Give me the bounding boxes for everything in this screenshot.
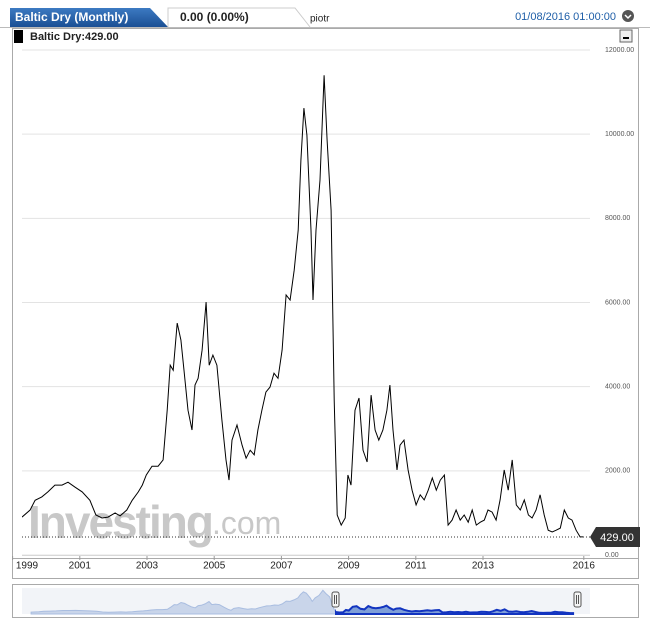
datetime: 01/08/2016 01:00:00 (515, 11, 616, 23)
tab[interactable] (10, 8, 168, 27)
x-tick-label: 1999 (16, 561, 39, 572)
navigator-handle[interactable] (573, 591, 582, 608)
last-value-label: 429.00 (600, 532, 634, 544)
close-button[interactable] (622, 10, 634, 22)
tab-outline (167, 7, 311, 28)
watermark-suffix: .com (212, 505, 281, 541)
navigator-area-right (335, 604, 575, 615)
watermark: Investing.com (28, 496, 281, 548)
legend-text: Baltic Dry:429.00 (30, 31, 119, 43)
navigator-handle[interactable] (331, 591, 340, 608)
x-tick-label: 2005 (203, 561, 226, 572)
x-tick-label: 2007 (270, 561, 293, 572)
y-tick-label: 8000.00 (605, 215, 630, 222)
x-tick-label: 2011 (405, 561, 427, 572)
y-tick-label: 2000.00 (605, 468, 630, 475)
y-tick-label: 6000.00 (605, 299, 630, 306)
watermark-main: Investing (28, 496, 212, 548)
change: 0.00 (0.00%) (180, 10, 249, 24)
last-value-box (590, 526, 640, 547)
close-icon (624, 14, 632, 20)
x-tick-label: 2001 (69, 561, 92, 572)
x-tick-label: 2013 (472, 561, 495, 572)
legend-swatch (14, 30, 23, 43)
y-tick-label: 4000.00 (605, 384, 630, 391)
chart-frame (12, 28, 639, 579)
y-tick-label: 12000.00 (605, 47, 634, 54)
minimize-button[interactable] (619, 29, 633, 43)
tab-title[interactable]: Baltic Dry (Monthly) (15, 10, 128, 24)
y-tick-label: 0.00 (605, 552, 619, 559)
navigator-area-left (30, 589, 335, 615)
user: piotr (310, 14, 330, 25)
x-tick-label: 2016 (573, 561, 596, 572)
y-tick-label: 10000.00 (605, 131, 634, 138)
price-line (22, 75, 584, 538)
x-tick-label: 2009 (337, 561, 360, 572)
x-tick-label: 2003 (136, 561, 159, 572)
